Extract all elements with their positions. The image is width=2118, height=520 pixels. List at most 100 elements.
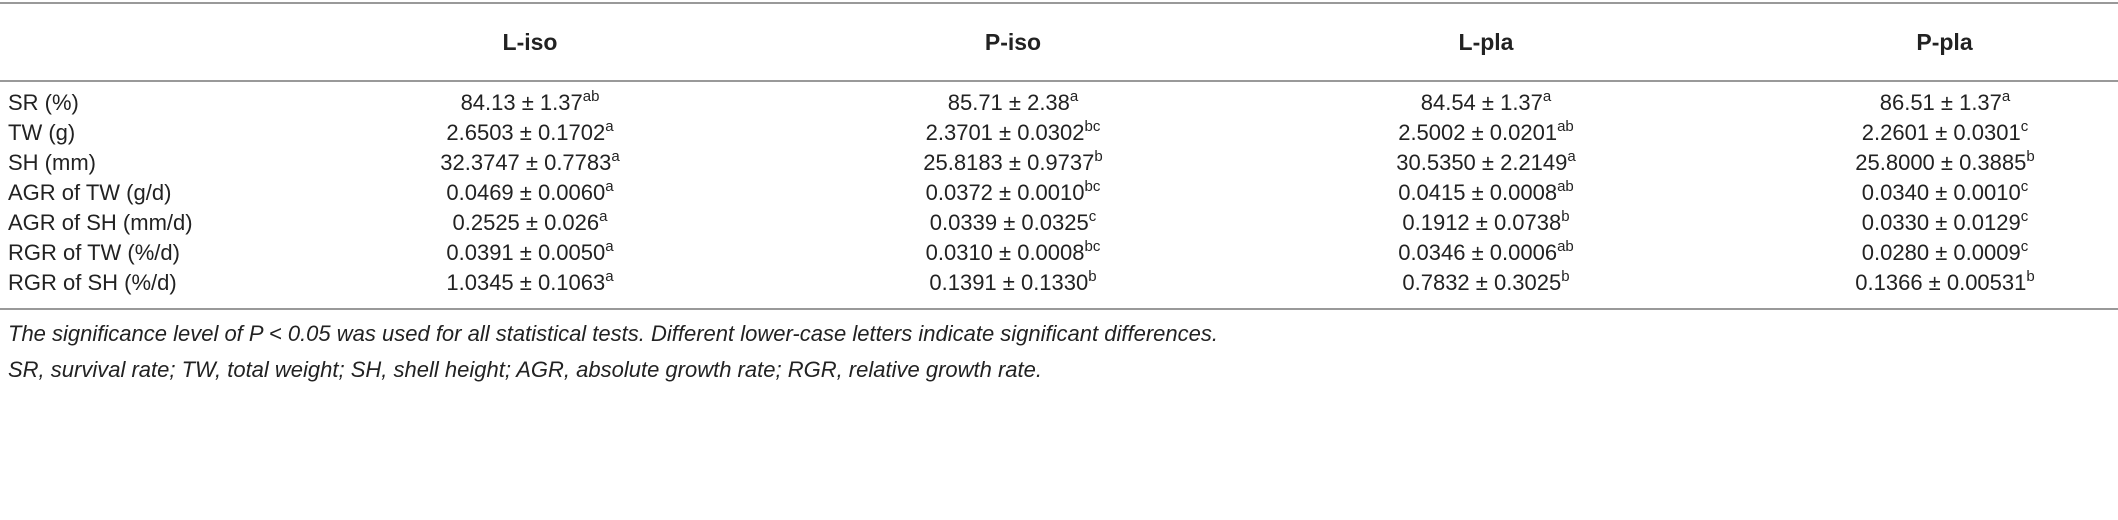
table-row: SH (mm) 32.3747 ± 0.7783a 25.8183 ± 0.9737… [0,148,2118,178]
cell-superscript: ab [1557,238,1574,255]
table-cell: 84.13 ± 1.37ab [330,81,730,118]
column-header: L-pla [1296,3,1676,82]
cell-superscript: c [2020,208,2029,225]
cell-superscript: a [2001,88,2011,105]
cell-value: 1.0345 ± 0.1063 [446,270,606,295]
cell-value: 0.1912 ± 0.0738 [1402,210,1562,235]
cell-superscript: b [1088,268,1097,285]
table-cell: 2.2601 ± 0.0301c [1676,118,2118,148]
cell-superscript: c [2020,238,2029,255]
row-label: SR (%) [8,90,79,115]
cell-superscript: bc [1084,178,1101,195]
cell-superscript: b [2026,148,2035,165]
row-label: TW (g) [8,120,76,145]
table-cell: 0.0280 ± 0.0009c [1676,238,2118,268]
cell-value: 0.0391 ± 0.0050 [446,240,606,265]
cell-value: 84.13 ± 1.37 [460,90,583,115]
table-cell: 0.0346 ± 0.0006ab [1296,238,1676,268]
cell-superscript: ab [1557,178,1574,195]
table-cell: 2.5002 ± 0.0201ab [1296,118,1676,148]
table-cell: 0.0391 ± 0.0050a [330,238,730,268]
cell-value: 2.3701 ± 0.0302 [925,120,1085,145]
cell-superscript: a [605,178,614,195]
table-cell: 25.8000 ± 0.3885b [1676,148,2118,178]
cell-superscript: c [1088,208,1097,225]
table-cell: 85.71 ± 2.38a [730,81,1296,118]
cell-value: 85.71 ± 2.38 [947,90,1070,115]
table-cell: 0.0330 ± 0.0129c [1676,208,2118,238]
table-cell: 0.0340 ± 0.0010c [1676,178,2118,208]
table-row: SR (%) 84.13 ± 1.37ab 85.71 ± 2.38a 84.54 ±… [0,81,2118,118]
table-row: AGR of SH (mm/d) 0.2525 ± 0.026a 0.0339 ± … [0,208,2118,238]
cell-superscript: a [611,148,620,165]
cell-value: 30.5350 ± 2.2149 [1396,150,1568,175]
cell-value: 0.0340 ± 0.0010 [1861,180,2021,205]
cell-superscript: ab [1557,118,1574,135]
column-header: P-iso [730,3,1296,82]
cell-value: 25.8183 ± 0.9737 [923,150,1095,175]
cell-value: 0.1391 ± 0.1330 [929,270,1089,295]
cell-superscript: b [1561,208,1570,225]
table-cell: 0.1366 ± 0.00531b [1676,268,2118,309]
cell-superscript: a [1542,88,1552,105]
cell-superscript: bc [1084,118,1101,135]
row-label: SH (mm) [8,150,96,175]
table-cell: 2.6503 ± 0.1702a [330,118,730,148]
footnote: The significance level of P < 0.05 was u… [8,321,1218,346]
table-cell: 2.3701 ± 0.0302bc [730,118,1296,148]
header-empty [0,3,330,82]
row-label: RGR of SH (%/d) [8,270,177,295]
cell-superscript: b [1094,148,1103,165]
table-body: SR (%) 84.13 ± 1.37ab 85.71 ± 2.38a 84.54 ±… [0,81,2118,309]
table-cell: 0.2525 ± 0.026a [330,208,730,238]
table-row: AGR of TW (g/d) 0.0469 ± 0.0060a 0.0372 ± … [0,178,2118,208]
cell-value: 2.6503 ± 0.1702 [446,120,606,145]
cell-value: 86.51 ± 1.37 [1879,90,2002,115]
cell-superscript: a [605,238,614,255]
cell-value: 0.0346 ± 0.0006 [1398,240,1558,265]
table-row: TW (g) 2.6503 ± 0.1702a 2.3701 ± 0.0302bc 2… [0,118,2118,148]
cell-value: 25.8000 ± 0.3885 [1855,150,2027,175]
cell-value: 0.0372 ± 0.0010 [925,180,1085,205]
table-cell: 0.0415 ± 0.0008ab [1296,178,1676,208]
data-table: L-iso P-iso L-pla P-pla SR (%) 84.13 ± 1.37a… [0,2,2118,310]
cell-value: 0.1366 ± 0.00531 [1855,270,2027,295]
table-cell: 0.0469 ± 0.0060a [330,178,730,208]
cell-value: 2.5002 ± 0.0201 [1398,120,1558,145]
table-cell: 30.5350 ± 2.2149a [1296,148,1676,178]
table-cell: 0.1912 ± 0.0738b [1296,208,1676,238]
footnotes: The significance level of P < 0.05 was u… [0,316,2118,388]
table-cell: 0.0339 ± 0.0325c [730,208,1296,238]
table-cell: 0.0372 ± 0.0010bc [730,178,1296,208]
cell-superscript: a [1069,88,1079,105]
table-cell: 25.8183 ± 0.9737b [730,148,1296,178]
cell-value: 0.7832 ± 0.3025 [1402,270,1562,295]
table-cell: 0.0310 ± 0.0008bc [730,238,1296,268]
table-cell: 84.54 ± 1.37a [1296,81,1676,118]
cell-value: 0.0310 ± 0.0008 [925,240,1085,265]
row-label: AGR of TW (g/d) [8,180,172,205]
cell-superscript: bc [1084,238,1101,255]
cell-superscript: b [1561,268,1570,285]
cell-superscript: ab [582,88,600,105]
cell-value: 0.0330 ± 0.0129 [1861,210,2021,235]
cell-superscript: a [605,118,614,135]
cell-value: 0.0339 ± 0.0325 [929,210,1089,235]
table-cell: 0.7832 ± 0.3025b [1296,268,1676,309]
cell-value: 84.54 ± 1.37 [1420,90,1543,115]
table-cell: 1.0345 ± 0.1063a [330,268,730,309]
footnote: SR, survival rate; TW, total weight; SH,… [8,357,1042,382]
table-row: RGR of TW (%/d) 0.0391 ± 0.0050a 0.0310 ± … [0,238,2118,268]
cell-superscript: a [605,268,614,285]
cell-superscript: c [2020,178,2029,195]
table-cell: 32.3747 ± 0.7783a [330,148,730,178]
cell-value: 0.0415 ± 0.0008 [1398,180,1558,205]
cell-value: 2.2601 ± 0.0301 [1861,120,2021,145]
cell-superscript: a [599,208,608,225]
header-row: L-iso P-iso L-pla P-pla [0,3,2118,82]
table-cell: 86.51 ± 1.37a [1676,81,2118,118]
cell-superscript: b [2026,268,2035,285]
cell-value: 0.0469 ± 0.0060 [446,180,606,205]
column-header: L-iso [330,3,730,82]
